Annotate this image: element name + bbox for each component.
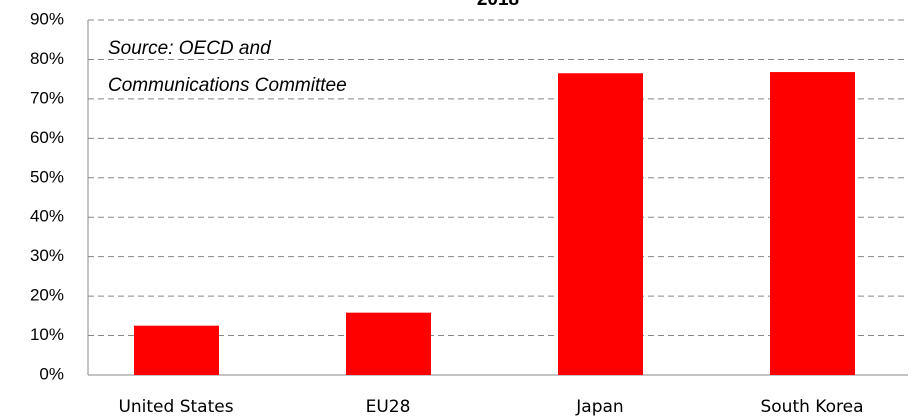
- annotation: Communications Committee: [108, 75, 347, 96]
- x-tick-label: South Korea: [760, 397, 863, 417]
- bar: [134, 325, 219, 375]
- bar: [346, 312, 431, 375]
- annotation: Source: OECD and: [108, 38, 272, 59]
- x-tick-label: Japan: [575, 397, 623, 417]
- y-tick-label: 10%: [30, 325, 64, 344]
- y-tick-label: 30%: [30, 246, 64, 265]
- x-tick-label: EU28: [366, 397, 411, 417]
- bar: [558, 73, 643, 375]
- bar: [770, 72, 855, 376]
- y-tick-label: 0%: [39, 364, 64, 383]
- y-tick-label: 80%: [30, 49, 64, 68]
- x-tick-label: United States: [118, 397, 233, 417]
- y-tick-label: 20%: [30, 286, 64, 305]
- y-tick-label: 50%: [30, 167, 64, 186]
- y-tick-label: 90%: [30, 9, 64, 28]
- y-tick-label: 70%: [30, 88, 64, 107]
- y-tick-label: 60%: [30, 128, 64, 147]
- y-tick-label: 40%: [30, 207, 64, 226]
- chart-title: 2018: [477, 0, 519, 10]
